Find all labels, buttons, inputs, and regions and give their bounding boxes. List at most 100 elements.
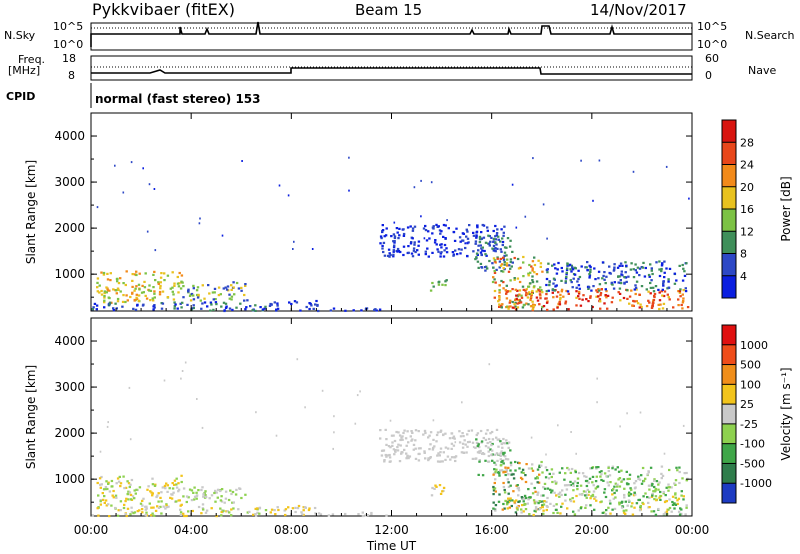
power-cell-919 xyxy=(625,280,628,283)
velocity-cell-205 xyxy=(153,514,156,517)
velocity-cell-128 xyxy=(169,496,172,499)
power-cell-288 xyxy=(485,254,488,257)
velocity-cell-5 xyxy=(134,492,137,495)
power-cell-1107 xyxy=(464,242,466,245)
velocity-cell-1038 xyxy=(662,490,665,494)
velocity-cell-378 xyxy=(396,449,400,452)
velocity-cell-451 xyxy=(452,435,456,438)
power-cell-788 xyxy=(508,301,511,304)
power-cell-1000 xyxy=(658,268,661,271)
power-cell-426 xyxy=(426,247,429,250)
velocity-cell-803 xyxy=(662,513,666,516)
velocity-cell-1118 xyxy=(488,363,491,366)
power-cell-620 xyxy=(525,288,528,291)
velocity-cell-1116 xyxy=(128,386,131,389)
power-cell-219 xyxy=(254,304,257,307)
velocity-cell-674 xyxy=(638,509,642,512)
velocity-cell-632 xyxy=(492,473,495,476)
velocity-cell-938 xyxy=(550,491,553,494)
power-cell-728 xyxy=(538,303,541,306)
velocity-cell-1114 xyxy=(545,453,547,456)
power-cell-855 xyxy=(640,285,644,288)
velocity-cell-840 xyxy=(650,510,653,513)
power-cell-51 xyxy=(121,300,125,303)
power-cell-187 xyxy=(212,298,215,301)
velocity-cell-680 xyxy=(622,511,626,514)
power-cell-1131 xyxy=(632,170,635,173)
power-cell-475 xyxy=(480,237,484,240)
power-cell-225 xyxy=(215,303,218,306)
power-cell-699 xyxy=(661,307,665,310)
velocity-cell-483 xyxy=(482,452,486,456)
power-cell-1096 xyxy=(511,183,514,186)
velocity-cell-985 xyxy=(572,484,575,487)
velocity-cell-807 xyxy=(506,501,509,504)
velocity-cell-750 xyxy=(631,502,634,505)
power-cell-103 xyxy=(148,284,151,287)
velocity-cell-320 xyxy=(428,434,431,437)
power-cell-60 xyxy=(133,299,136,302)
power-ytick-label-3: 4000 xyxy=(54,129,85,143)
power-colorbar-label-4: 20 xyxy=(740,181,754,194)
velocity-cell-926 xyxy=(587,481,590,484)
velocity-cell-960 xyxy=(654,490,657,493)
velocity-cell-13 xyxy=(127,482,131,485)
power-cell-530 xyxy=(503,246,507,249)
power-cell-565 xyxy=(530,265,533,268)
velocity-cell-249 xyxy=(254,514,258,517)
power-cell-1055 xyxy=(662,280,665,283)
velocity-cell-165 xyxy=(220,495,223,498)
power-cell-395 xyxy=(465,235,468,238)
power-cell-957 xyxy=(601,261,605,264)
xtick-label-1: 04:00 xyxy=(174,523,209,537)
power-ytick-label-0: 1000 xyxy=(54,267,85,281)
velocity-cell-189 xyxy=(204,495,208,498)
freq-label: Freq. xyxy=(18,53,46,66)
velocity-cell-295 xyxy=(410,430,413,433)
velocity-cell-18 xyxy=(114,494,118,497)
velocity-cell-281 xyxy=(391,441,394,444)
velocity-cell-54 xyxy=(105,504,108,507)
power-cell-662 xyxy=(529,298,532,302)
velocity-cell-449 xyxy=(502,442,505,445)
power-cell-615 xyxy=(519,266,522,269)
power-cell-193 xyxy=(214,301,218,304)
velocity-cell-662 xyxy=(625,509,628,512)
power-cell-1 xyxy=(116,287,120,290)
velocity-cell-911 xyxy=(657,483,660,486)
power-cell-5 xyxy=(116,280,119,283)
velocity-cell-419 xyxy=(478,459,481,462)
velocity-cell-476 xyxy=(506,458,510,461)
power-cell-870 xyxy=(634,263,637,266)
power-cell-879 xyxy=(681,263,684,267)
power-cell-1110 xyxy=(153,188,156,190)
velocity-cell-711 xyxy=(559,512,562,515)
velocity-cell-191 xyxy=(140,508,144,511)
velocity-cell-643 xyxy=(536,491,540,494)
velocity-cell-268 xyxy=(385,443,388,446)
power-cell-570 xyxy=(494,281,497,284)
power-cell-950 xyxy=(565,271,568,274)
velocity-cell-380 xyxy=(496,459,499,462)
power-cell-1070 xyxy=(308,302,311,305)
velocity-cell-144 xyxy=(195,491,198,494)
power-cell-844 xyxy=(658,291,661,294)
velocity-cell-748 xyxy=(534,506,538,509)
power-cell-314 xyxy=(475,230,479,233)
velocity-cell-375 xyxy=(417,452,420,456)
velocity-cell-322 xyxy=(380,454,384,457)
power-cell-756 xyxy=(514,308,518,311)
velocity-cell-1132 xyxy=(557,424,559,427)
power-cell-493 xyxy=(496,256,499,259)
velocity-cell-594 xyxy=(516,484,519,487)
velocity-cell-235 xyxy=(220,514,223,517)
velocity-colorbar-label-1: 500 xyxy=(740,359,761,372)
velocity-cell-1002 xyxy=(678,481,681,485)
power-cell-180 xyxy=(203,297,206,300)
velocity-cell-1101 xyxy=(596,377,598,380)
velocity-cell-822 xyxy=(591,493,595,496)
velocity-cell-484 xyxy=(489,448,492,451)
power-cell-1126 xyxy=(154,249,157,252)
power-cell-74 xyxy=(103,296,106,299)
power-cell-318 xyxy=(424,229,428,232)
